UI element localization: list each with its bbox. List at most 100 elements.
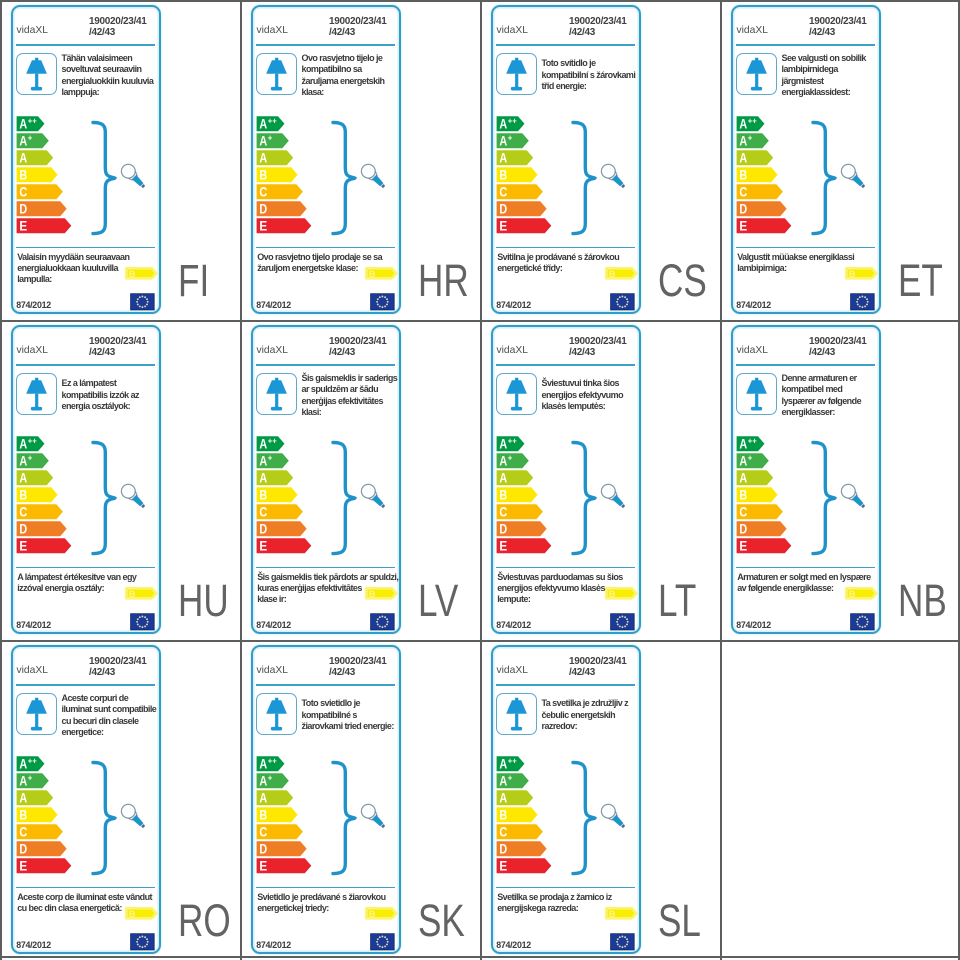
svg-text:D: D [739,201,747,216]
svg-text:E: E [499,538,507,553]
svg-text:A: A [499,453,507,468]
svg-text:A: A [19,133,27,148]
svg-text:B: B [499,807,507,822]
svg-text:D: D [739,521,747,536]
svg-text:++: ++ [28,436,37,445]
svg-text:A: A [499,150,507,165]
svg-text:B: B [19,807,27,822]
svg-text:+: + [748,453,753,462]
svg-text:++: ++ [28,116,37,125]
svg-text:E: E [259,218,267,233]
svg-text:C: C [19,504,27,519]
svg-text:A: A [739,436,747,451]
svg-text:A: A [19,150,27,165]
svg-text:+: + [268,133,273,142]
svg-text:B: B [849,268,856,280]
svg-text:B: B [259,487,267,502]
svg-text:++: ++ [28,756,37,765]
svg-text:C: C [499,184,507,199]
svg-text:B: B [369,588,376,600]
svg-text:B: B [739,487,747,502]
svg-text:A: A [739,470,747,485]
svg-text:C: C [739,184,747,199]
svg-text:D: D [19,201,27,216]
svg-text:A: A [499,436,507,451]
svg-text:E: E [19,218,27,233]
svg-text:C: C [259,504,267,519]
svg-text:A: A [739,150,747,165]
svg-text:A: A [499,133,507,148]
svg-text:D: D [19,521,27,536]
svg-text:A: A [259,133,267,148]
svg-text:B: B [259,807,267,822]
svg-text:E: E [259,538,267,553]
svg-text:A: A [259,756,267,771]
svg-text:A: A [499,470,507,485]
svg-text:B: B [19,167,27,182]
svg-text:A: A [499,790,507,805]
svg-text:B: B [609,268,616,280]
svg-text:++: ++ [748,116,757,125]
svg-text:D: D [499,201,507,216]
svg-text:B: B [259,167,267,182]
svg-text:A: A [739,453,747,468]
svg-text:D: D [259,201,267,216]
svg-text:C: C [499,824,507,839]
svg-text:+: + [508,453,513,462]
svg-text:A: A [19,790,27,805]
svg-text:E: E [739,218,747,233]
svg-text:D: D [259,521,267,536]
svg-text:C: C [259,184,267,199]
svg-text:C: C [259,824,267,839]
svg-text:A: A [19,773,27,788]
svg-text:A: A [259,436,267,451]
svg-text:A: A [739,116,747,131]
svg-text:++: ++ [508,436,517,445]
svg-text:A: A [739,133,747,148]
svg-text:A: A [259,150,267,165]
svg-text:A: A [499,116,507,131]
svg-text:E: E [499,218,507,233]
svg-text:A: A [19,756,27,771]
svg-text:++: ++ [268,116,277,125]
svg-text:+: + [748,133,753,142]
svg-text:++: ++ [508,756,517,765]
svg-text:B: B [129,588,136,600]
svg-text:C: C [19,824,27,839]
svg-text:A: A [19,470,27,485]
svg-text:E: E [739,538,747,553]
svg-text:++: ++ [508,116,517,125]
svg-text:C: C [499,504,507,519]
svg-text:B: B [609,908,616,920]
svg-text:+: + [268,773,273,782]
svg-text:E: E [499,858,507,873]
svg-text:B: B [129,908,136,920]
svg-text:B: B [129,268,136,280]
svg-text:E: E [19,858,27,873]
svg-text:+: + [508,133,513,142]
svg-text:A: A [259,470,267,485]
svg-text:D: D [499,521,507,536]
svg-text:D: D [259,841,267,856]
svg-text:B: B [499,167,507,182]
svg-text:B: B [369,908,376,920]
svg-text:+: + [28,773,33,782]
svg-text:+: + [268,453,273,462]
svg-text:A: A [499,773,507,788]
svg-text:++: ++ [748,436,757,445]
svg-text:A: A [259,116,267,131]
svg-text:B: B [499,487,507,502]
svg-text:D: D [499,841,507,856]
svg-text:+: + [508,773,513,782]
svg-text:B: B [739,167,747,182]
svg-text:A: A [259,790,267,805]
svg-text:E: E [259,858,267,873]
svg-text:A: A [19,436,27,451]
svg-text:A: A [19,453,27,468]
svg-text:++: ++ [268,756,277,765]
svg-text:C: C [739,504,747,519]
svg-text:E: E [19,538,27,553]
svg-text:A: A [259,453,267,468]
svg-text:B: B [849,588,856,600]
svg-text:B: B [369,268,376,280]
